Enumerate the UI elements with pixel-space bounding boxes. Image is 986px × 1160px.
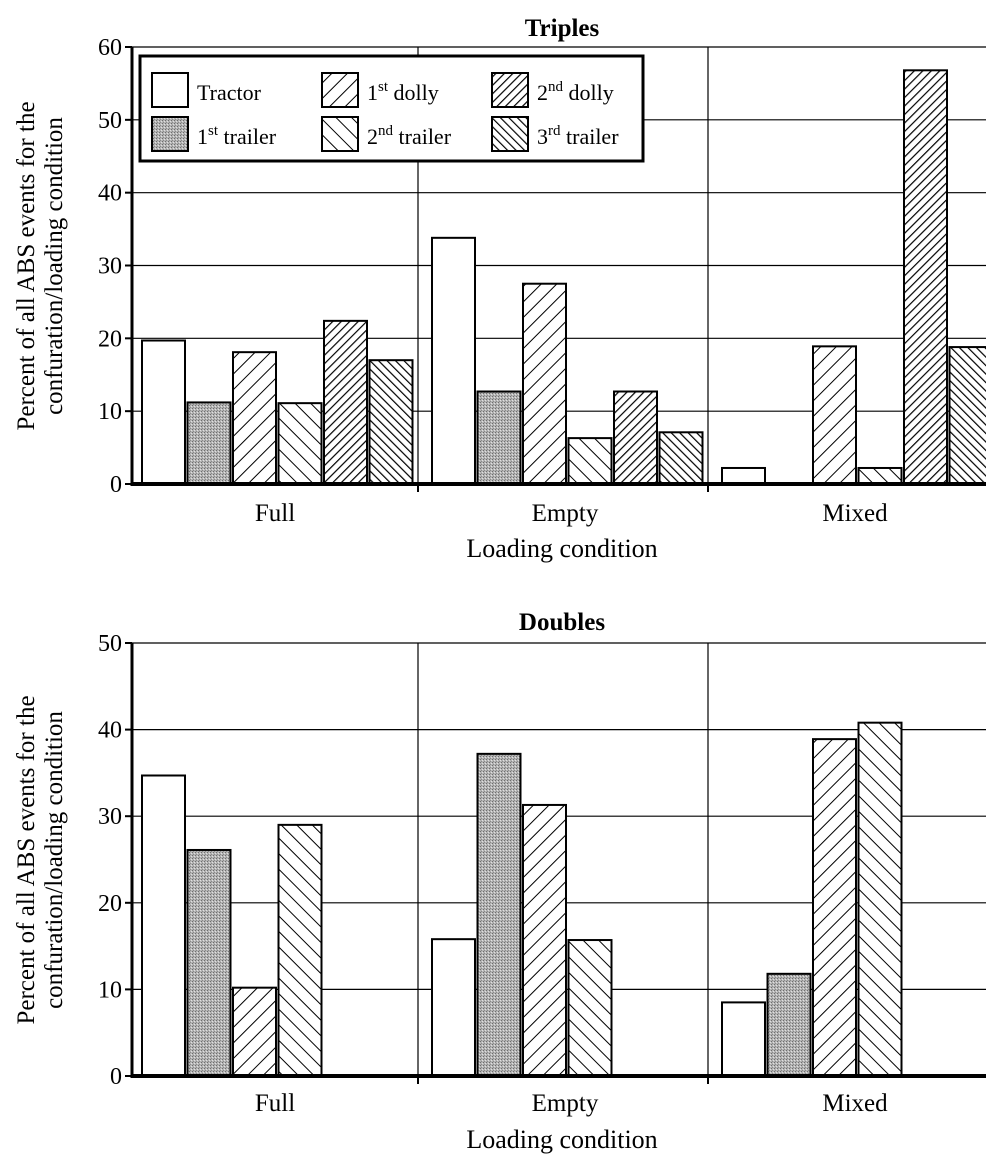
legend-swatch <box>152 73 188 107</box>
bar-full-3 <box>279 825 322 1076</box>
chart-title: Triples <box>525 15 600 42</box>
y-tick-label: 40 <box>98 718 122 744</box>
legend-swatch <box>322 117 358 151</box>
legend-swatch <box>152 117 188 151</box>
y-tick-labels: 0 10 20 30 40 50 <box>98 631 122 1090</box>
y-axis-label-line-2: confuration/loading condition <box>41 117 68 415</box>
y-tick-label: 20 <box>98 326 122 352</box>
legend-swatch <box>492 73 528 107</box>
bar-empty-0 <box>432 238 475 484</box>
bar-full-0 <box>142 341 185 484</box>
y-tick-label: 0 <box>110 472 122 498</box>
y-tick-label: 30 <box>98 254 122 280</box>
y-tick-labels: 0 10 20 30 40 50 60 <box>98 35 122 498</box>
bar-mixed-1 <box>768 974 811 1076</box>
bar-full-2 <box>233 988 276 1076</box>
y-tick-label: 20 <box>98 891 122 917</box>
doubles-chart: Doubles Percent of all ABS events for th… <box>13 609 986 1154</box>
y-axis-label-line-1: Percent of all ABS events for the <box>13 695 40 1024</box>
legend-label: 1st dolly <box>367 79 439 105</box>
y-axis-label-line-1: Percent of all ABS events for the <box>13 101 40 430</box>
bar-mixed-3 <box>859 468 902 484</box>
legend-swatch <box>322 73 358 107</box>
bar-empty-3 <box>569 940 612 1076</box>
bar-mixed-0 <box>722 1002 765 1076</box>
bar-mixed-0 <box>722 468 765 484</box>
bar-full-4 <box>324 321 367 484</box>
bar-mixed-5 <box>950 347 986 484</box>
y-tick-label: 30 <box>98 804 122 830</box>
chart-title: Doubles <box>519 609 605 636</box>
bar-mixed-2 <box>813 739 856 1076</box>
bar-mixed-3 <box>859 723 902 1076</box>
bar-empty-5 <box>660 432 703 484</box>
bar-empty-1 <box>478 754 521 1076</box>
bar-empty-4 <box>614 392 657 484</box>
category-labels: Full Empty Mixed <box>255 500 888 527</box>
y-tick-label: 50 <box>98 108 122 134</box>
y-tick-label: 10 <box>98 399 122 425</box>
bar-full-5 <box>370 360 413 484</box>
x-tick-label: Empty <box>532 500 599 527</box>
bar-mixed-4 <box>904 70 947 484</box>
bar-full-3 <box>279 403 322 484</box>
x-axis-label: Loading condition <box>466 1125 657 1154</box>
legend-label: Tractor <box>197 80 262 105</box>
bar-empty-3 <box>569 438 612 484</box>
bar-empty-2 <box>523 805 566 1076</box>
bar-full-1 <box>188 402 231 484</box>
x-tick-label: Empty <box>532 1090 599 1117</box>
bar-full-2 <box>233 352 276 484</box>
bar-empty-0 <box>432 939 475 1076</box>
y-tick-label: 50 <box>98 631 122 657</box>
bar-empty-2 <box>523 284 566 484</box>
bar-full-0 <box>142 775 185 1076</box>
legend-swatch <box>492 117 528 151</box>
y-tick-label: 10 <box>98 977 122 1003</box>
triples-chart: Triples Percent of all ABS events for th… <box>13 15 986 563</box>
bar-mixed-2 <box>813 346 856 484</box>
x-axis-label: Loading condition <box>466 534 657 563</box>
x-tick-label: Full <box>255 500 295 527</box>
x-tick-label: Mixed <box>822 500 888 527</box>
x-tick-label: Full <box>255 1090 295 1117</box>
y-tick-label: 0 <box>110 1064 122 1090</box>
bar-full-1 <box>188 850 231 1076</box>
category-labels: Full Empty Mixed <box>255 1090 888 1117</box>
bars <box>142 723 902 1076</box>
y-axis-label-line-2: confuration/loading condition <box>41 711 68 1009</box>
x-tick-label: Mixed <box>822 1090 888 1117</box>
bar-empty-1 <box>478 392 521 484</box>
y-tick-label: 40 <box>98 181 122 207</box>
y-tick-label: 60 <box>98 35 122 61</box>
